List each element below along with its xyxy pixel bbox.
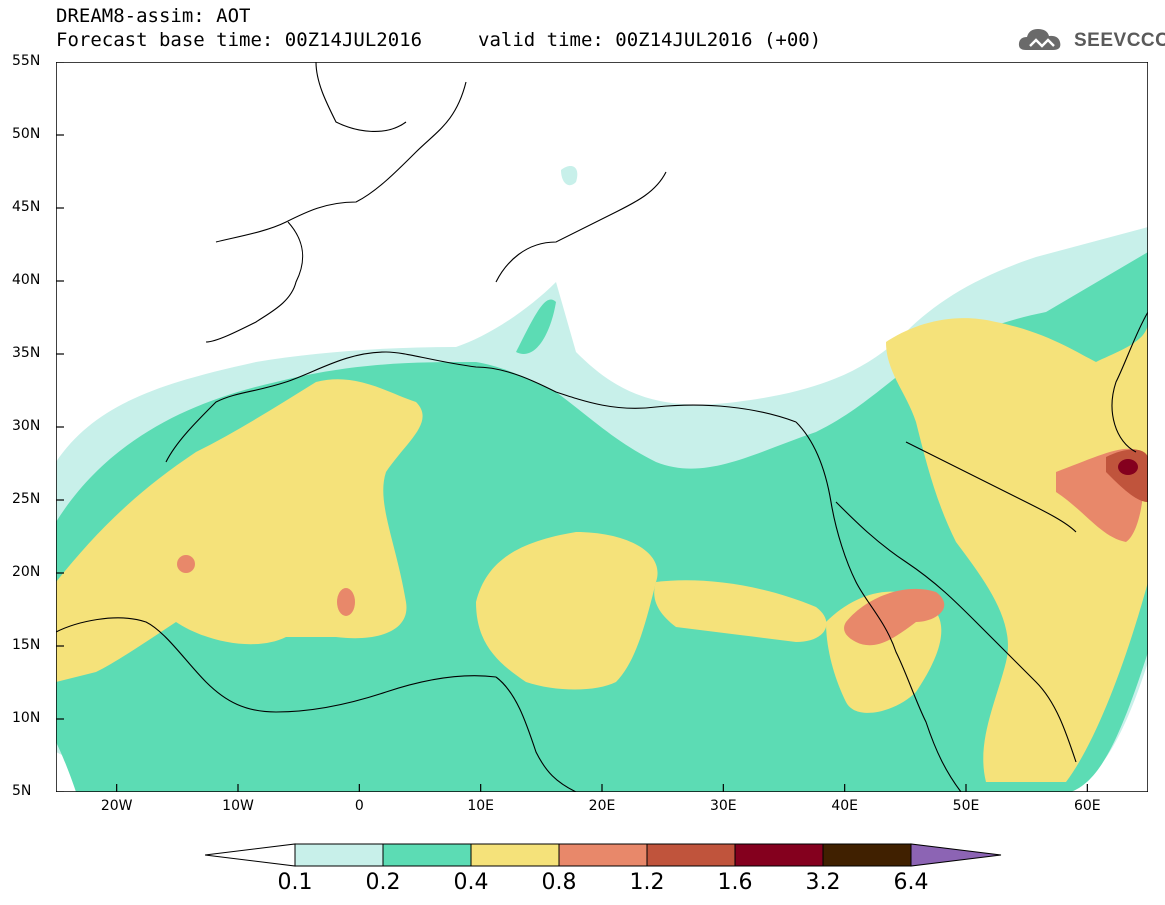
lat-tick-label: 50N bbox=[12, 126, 41, 142]
chart-title: DREAM8-assim: AOT bbox=[56, 5, 251, 27]
colorbar-swatch bbox=[382, 843, 472, 867]
lat-tick-label: 55N bbox=[12, 53, 41, 69]
aot-band-1.2 bbox=[1106, 449, 1148, 502]
seevccc-logo: SEEVCCC bbox=[1016, 24, 1165, 58]
lon-tick-label: 20E bbox=[588, 798, 616, 814]
forecast-base-time: Forecast base time: 00Z14JUL2016 bbox=[56, 29, 423, 51]
colorbar-label: 0.4 bbox=[453, 870, 489, 895]
colorbar-swatch bbox=[205, 843, 296, 867]
colorbar-label: 3.2 bbox=[805, 870, 841, 895]
colorbar-label: 1.6 bbox=[717, 870, 753, 895]
logo-text: SEEVCCC bbox=[1074, 30, 1165, 51]
lat-tick-label: 5N bbox=[12, 783, 32, 799]
lon-tick-label: 40E bbox=[831, 798, 858, 814]
lon-tick-label: 60E bbox=[1073, 798, 1101, 814]
aot-map bbox=[56, 61, 1148, 793]
lat-tick-label: 35N bbox=[12, 345, 41, 361]
map-panel bbox=[56, 61, 1148, 793]
colorbar-swatch bbox=[822, 843, 912, 867]
colorbar-label: 0.2 bbox=[365, 870, 401, 895]
colorbar-swatch bbox=[294, 843, 384, 867]
lon-tick-label: 50E bbox=[952, 798, 980, 814]
colorbar bbox=[205, 843, 1002, 867]
colorbar-swatch bbox=[734, 843, 824, 867]
coastlines bbox=[56, 62, 1148, 792]
lat-tick-label: 20N bbox=[12, 564, 41, 580]
valid-time: valid time: 00Z14JUL2016 (+00) bbox=[478, 29, 822, 51]
lat-tick-label: 40N bbox=[12, 272, 41, 288]
cloud-icon bbox=[1018, 29, 1061, 50]
lon-tick-label: 20W bbox=[100, 798, 133, 814]
lon-tick-label: 10W bbox=[222, 798, 254, 814]
lat-tick-label: 15N bbox=[12, 637, 41, 653]
colorbar-swatch bbox=[646, 843, 736, 867]
colorbar-swatch bbox=[910, 843, 1002, 867]
lat-tick-label: 45N bbox=[12, 199, 41, 215]
colorbar-label: 0.1 bbox=[277, 870, 313, 895]
lat-tick-label: 10N bbox=[12, 710, 41, 726]
aot-band-1.6 bbox=[1118, 459, 1138, 475]
lat-tick-label: 25N bbox=[12, 491, 41, 507]
colorbar-label: 6.4 bbox=[893, 870, 929, 895]
colorbar-swatch bbox=[558, 843, 648, 867]
lon-tick-label: 10E bbox=[467, 798, 494, 814]
colorbar-label: 0.8 bbox=[541, 870, 577, 895]
lon-tick-label: 0 bbox=[354, 798, 364, 814]
lat-tick-label: 30N bbox=[12, 418, 41, 434]
colorbar-swatch bbox=[470, 843, 560, 867]
colorbar-label: 1.2 bbox=[629, 870, 665, 895]
lon-tick-label: 30E bbox=[709, 798, 737, 814]
